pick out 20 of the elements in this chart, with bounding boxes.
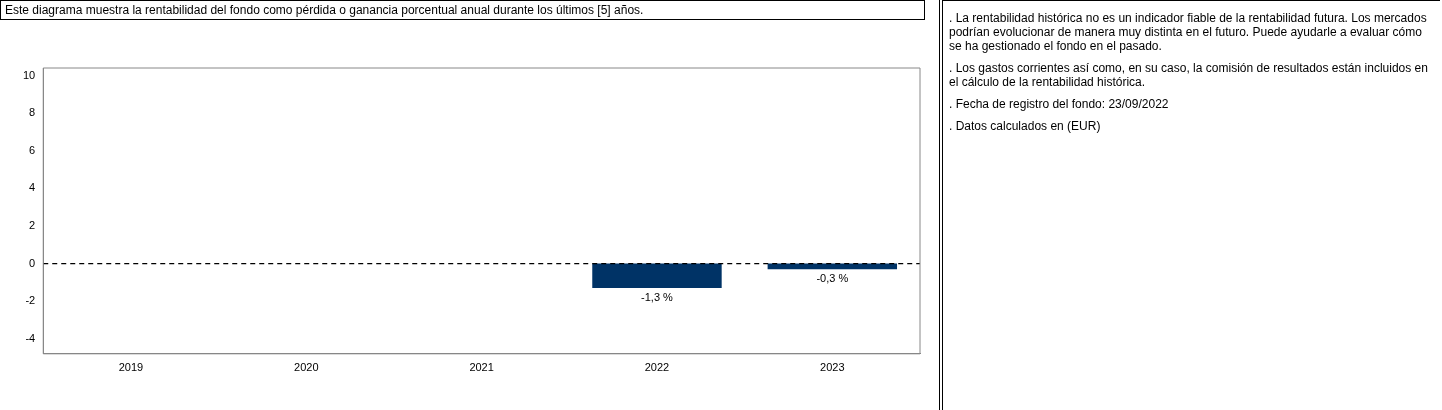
text: . La rentabilidad histórica no es un indicador fiable de la rentabilidad futura. Los mercados podrían evolucionar de manera muy distinta en el futuro. Puede ayudarle a evaluar cómo se ha gestionado el fondo en el pasado. [949,11,1428,53]
text: . Datos calculados en (EUR) [949,119,1102,133]
x-tick-label: 2022 [644,361,670,374]
y-tick-label: 4 [29,181,36,194]
y-tick-label: 10 [22,68,36,81]
text: . Los gastos corrientes así como, en su caso, la comisión de resultados están incluidos en el cálculo de la rentabilidad histórica. [949,61,1429,89]
x-tick-label: 2020 [294,361,319,374]
y-tick-label: -2 [25,294,36,307]
data-label: -1,3 % [641,290,674,303]
x-tick-label: 2019 [118,361,144,374]
x-tick-label: 2021 [469,361,494,374]
y-tick-label: 8 [29,106,36,119]
x-tick-label: 2023 [820,361,845,374]
y-tick-label: -4 [25,331,36,344]
y-tick-label: 2 [29,218,36,231]
text: . Fecha de registro del fondo: 23/09/2022 [949,97,1170,111]
chart-title: Este diagrama muestra la rentabilidad del fondo como pérdida o ganancia porcentual anual durante los últimos [5] años. [0,0,925,20]
y-tick-label: 6 [29,143,36,156]
y-tick-label: 0 [29,256,36,269]
data-label: -0,3 % [816,271,849,284]
